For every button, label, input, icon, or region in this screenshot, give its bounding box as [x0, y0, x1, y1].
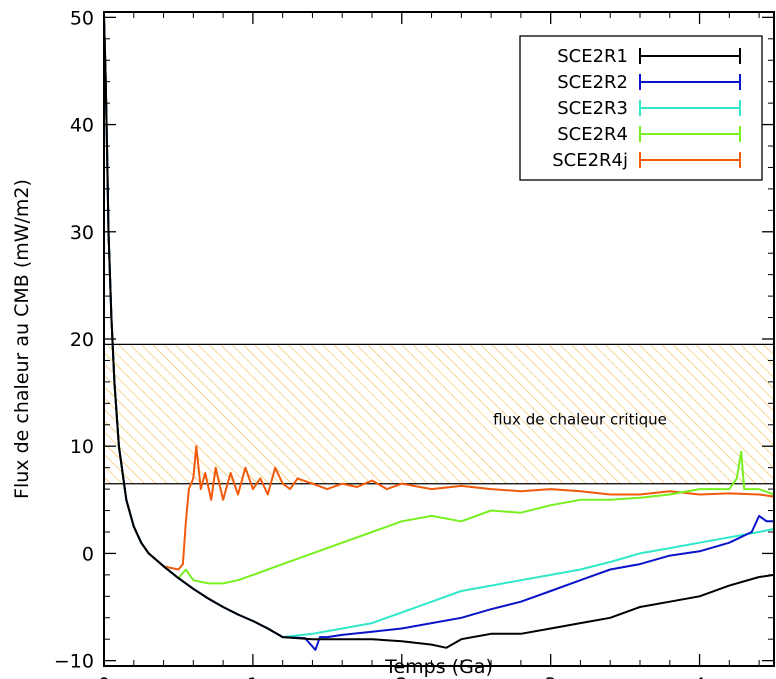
legend-label-sce2r1: SCE2R1: [557, 46, 628, 67]
y-tick-label: −10: [54, 651, 94, 673]
y-tick-label: 10: [70, 436, 94, 458]
x-tick-label: 0: [98, 674, 110, 679]
legend-label-sce2r4: SCE2R4: [557, 124, 628, 145]
legend-label-sce2r4j: SCE2R4j: [552, 150, 628, 171]
y-tick-label: 50: [70, 7, 94, 29]
x-tick-label: 2: [396, 674, 408, 679]
y-axis-label: Flux de chaleur au CMB (mW/m2): [11, 179, 33, 499]
series-line-sce2r1: [104, 17, 774, 649]
legend-label-sce2r3: SCE2R3: [557, 98, 628, 119]
x-tick-label: 4: [694, 674, 706, 679]
x-axis-label: Temps (Ga): [384, 656, 493, 678]
x-tick-label: 1: [247, 674, 259, 679]
legend: SCE2R1 SCE2R2 SCE2R3 SCE2R4 SCE2R4j: [519, 35, 763, 181]
critical-flux-annotation: flux de chaleur critique: [493, 411, 667, 429]
y-tick-label: 20: [70, 329, 94, 351]
critical-flux-band: [104, 344, 774, 484]
y-tick-label: 30: [70, 222, 94, 244]
x-tick-label: 3: [545, 674, 557, 679]
y-tick-label: 40: [70, 115, 94, 137]
y-tick-label: 0: [82, 543, 94, 565]
legend-label-sce2r2: SCE2R2: [557, 72, 628, 93]
